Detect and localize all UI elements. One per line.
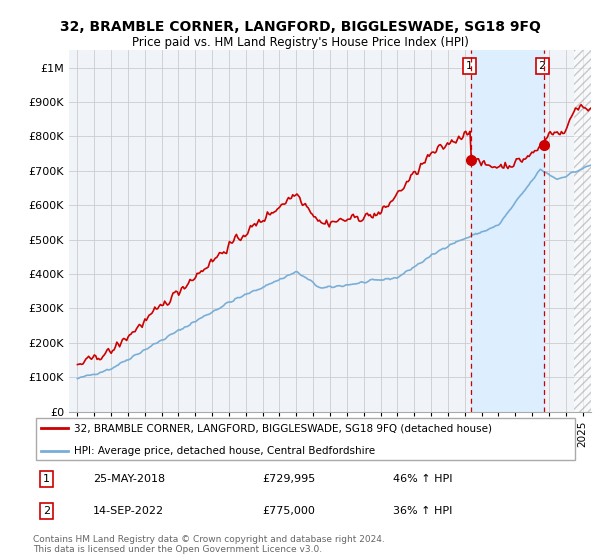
Text: 36% ↑ HPI: 36% ↑ HPI	[394, 506, 453, 516]
Text: 32, BRAMBLE CORNER, LANGFORD, BIGGLESWADE, SG18 9FQ: 32, BRAMBLE CORNER, LANGFORD, BIGGLESWAD…	[59, 20, 541, 34]
Text: 25-MAY-2018: 25-MAY-2018	[93, 474, 165, 484]
Text: 2: 2	[43, 506, 50, 516]
Bar	[574, 50, 591, 412]
Text: 2: 2	[539, 61, 546, 71]
FancyBboxPatch shape	[36, 418, 575, 460]
Text: 32, BRAMBLE CORNER, LANGFORD, BIGGLESWADE, SG18 9FQ (detached house): 32, BRAMBLE CORNER, LANGFORD, BIGGLESWAD…	[74, 423, 492, 433]
Text: 14-SEP-2022: 14-SEP-2022	[93, 506, 164, 516]
Text: £775,000: £775,000	[262, 506, 315, 516]
Text: Contains HM Land Registry data © Crown copyright and database right 2024.
This d: Contains HM Land Registry data © Crown c…	[33, 535, 385, 554]
Text: Price paid vs. HM Land Registry's House Price Index (HPI): Price paid vs. HM Land Registry's House …	[131, 36, 469, 49]
Text: HPI: Average price, detached house, Central Bedfordshire: HPI: Average price, detached house, Cent…	[74, 446, 375, 455]
Text: £729,995: £729,995	[262, 474, 316, 484]
Text: 46% ↑ HPI: 46% ↑ HPI	[394, 474, 453, 484]
Bar	[471, 50, 544, 412]
Text: 1: 1	[43, 474, 50, 484]
Text: 1: 1	[466, 61, 473, 71]
